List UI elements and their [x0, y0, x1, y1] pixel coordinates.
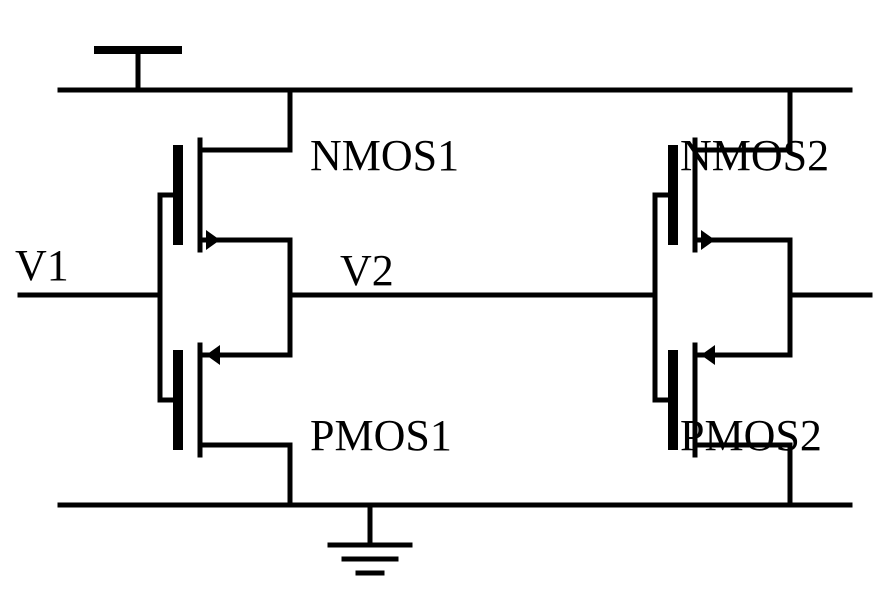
label-v2: V2 — [340, 246, 394, 295]
label-nmos1: NMOS1 — [310, 131, 459, 180]
label-pmos2: PMOS2 — [680, 411, 822, 460]
transistor-pmos1 — [160, 345, 290, 455]
label-nmos2: NMOS2 — [680, 131, 829, 180]
label-pmos1: PMOS1 — [310, 411, 452, 460]
transistor-nmos1 — [160, 140, 290, 250]
label-v1: V1 — [15, 241, 69, 290]
circuit-schematic: V1 V2 NMOS1 PMOS1 NMOS2 PMOS2 — [0, 0, 888, 613]
